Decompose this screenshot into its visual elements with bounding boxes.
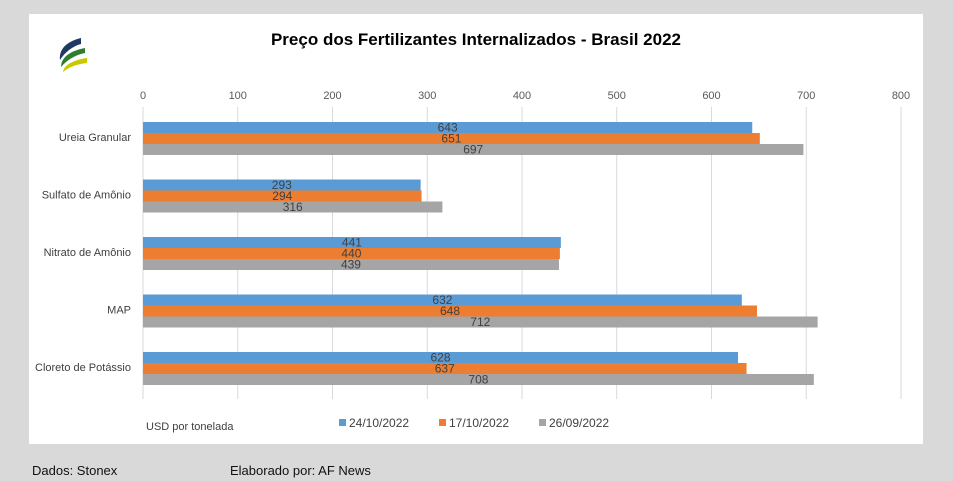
tick-label: 600 xyxy=(702,90,720,102)
chart-title: Preço dos Fertilizantes Internalizados -… xyxy=(271,30,681,49)
data-label: 293 xyxy=(272,178,292,192)
data-label: 651 xyxy=(441,132,461,146)
category-labels: Ureia Granular Sulfato de Amônio Nitrato d… xyxy=(35,132,131,374)
data-label: 441 xyxy=(342,236,362,250)
bar xyxy=(143,201,443,213)
leaf-logo-icon xyxy=(59,38,87,72)
legend-label: 26/09/2022 xyxy=(549,416,609,430)
tick-label: 300 xyxy=(418,90,436,102)
footer-author: Elaborado por: AF News xyxy=(230,463,371,478)
bar xyxy=(143,179,421,191)
data-label: 712 xyxy=(470,315,490,329)
data-label: 294 xyxy=(272,189,292,203)
legend: 24/10/2022 17/10/2022 26/09/2022 xyxy=(339,416,609,430)
legend-swatch xyxy=(339,419,346,426)
data-label: 643 xyxy=(438,121,458,135)
category-label: MAP xyxy=(107,305,131,317)
axis-unit-label: USD por tonelada xyxy=(146,421,234,433)
data-label: 708 xyxy=(468,373,488,387)
bar xyxy=(143,144,804,155)
tick-label: 400 xyxy=(513,90,531,102)
tick-label: 100 xyxy=(229,90,247,102)
bar xyxy=(143,363,747,374)
bar xyxy=(143,248,560,259)
tick-label: 800 xyxy=(892,90,910,102)
category-label: Cloreto de Potássio xyxy=(35,362,131,374)
data-label: 632 xyxy=(432,293,452,307)
legend-label: 17/10/2022 xyxy=(449,416,509,430)
legend-swatch xyxy=(439,419,446,426)
legend-label: 24/10/2022 xyxy=(349,416,409,430)
tick-label: 500 xyxy=(608,90,626,102)
footer-source: Dados: Stonex xyxy=(32,463,118,478)
legend-swatch xyxy=(539,419,546,426)
data-label: 440 xyxy=(341,247,361,261)
category-label: Ureia Granular xyxy=(59,132,131,144)
bar xyxy=(143,374,814,385)
data-label: 697 xyxy=(463,143,483,157)
data-label: 648 xyxy=(440,304,460,318)
category-label: Sulfato de Amônio xyxy=(42,190,131,202)
bar xyxy=(143,305,757,317)
chart-card: Preço dos Fertilizantes Internalizados -… xyxy=(29,14,923,444)
data-label: 637 xyxy=(435,362,455,376)
bar xyxy=(143,294,742,306)
tick-label: 200 xyxy=(323,90,341,102)
category-label: Nitrato de Amônio xyxy=(44,247,131,259)
data-label: 628 xyxy=(430,351,450,365)
tick-label: 0 xyxy=(140,90,146,102)
bar xyxy=(143,133,760,144)
tick-label: 700 xyxy=(797,90,815,102)
bars xyxy=(143,122,818,385)
bar xyxy=(143,259,559,270)
chart-canvas: Preço dos Fertilizantes Internalizados -… xyxy=(35,30,910,433)
bar xyxy=(143,316,818,328)
data-label: 316 xyxy=(283,200,303,214)
data-label: 439 xyxy=(341,258,361,272)
bar xyxy=(143,237,561,248)
bar xyxy=(143,122,753,133)
bar xyxy=(143,352,739,363)
bar xyxy=(143,190,422,202)
axis-ticks: 0 100 200 300 400 500 600 700 800 xyxy=(140,90,910,102)
